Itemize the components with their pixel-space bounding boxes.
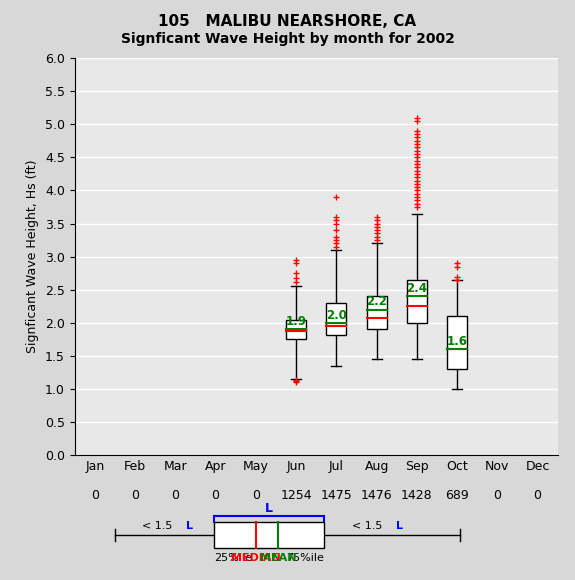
Text: 0: 0 <box>131 489 139 502</box>
Text: 689: 689 <box>445 489 469 502</box>
Text: 1476: 1476 <box>361 489 392 502</box>
Text: 1.6: 1.6 <box>447 335 467 348</box>
Text: 0: 0 <box>91 489 99 502</box>
Text: L: L <box>265 502 273 515</box>
Text: 2.0: 2.0 <box>326 309 347 321</box>
Text: L: L <box>396 521 403 531</box>
Text: L: L <box>186 521 193 531</box>
Text: 1254: 1254 <box>281 489 312 502</box>
Text: 0: 0 <box>493 489 501 502</box>
Text: 0: 0 <box>212 489 220 502</box>
Text: 75%ile: 75%ile <box>286 553 324 563</box>
Y-axis label: Signficant Wave Height, Hs (ft): Signficant Wave Height, Hs (ft) <box>26 160 40 353</box>
Bar <box>214 522 324 548</box>
Text: 1475: 1475 <box>320 489 352 502</box>
Text: Signficant Wave Height by month for 2002: Signficant Wave Height by month for 2002 <box>121 32 454 46</box>
Text: < 1.5: < 1.5 <box>142 521 175 531</box>
Bar <box>407 280 427 323</box>
Bar <box>286 320 306 339</box>
Text: MEAN: MEAN <box>260 553 296 563</box>
Text: 0: 0 <box>171 489 179 502</box>
Text: 1428: 1428 <box>401 489 433 502</box>
Bar <box>447 316 467 369</box>
Text: 2.2: 2.2 <box>366 295 387 309</box>
Text: 25%ile: 25%ile <box>214 553 252 563</box>
Bar <box>327 303 346 335</box>
Text: 0: 0 <box>534 489 542 502</box>
Text: MEDIAN: MEDIAN <box>231 553 281 563</box>
Text: 105   MALIBU NEARSHORE, CA: 105 MALIBU NEARSHORE, CA <box>159 14 416 30</box>
Text: 2.4: 2.4 <box>407 282 427 295</box>
Text: 1.9: 1.9 <box>286 315 306 328</box>
Text: 0: 0 <box>252 489 260 502</box>
Bar <box>367 296 386 329</box>
Text: < 1.5: < 1.5 <box>351 521 385 531</box>
